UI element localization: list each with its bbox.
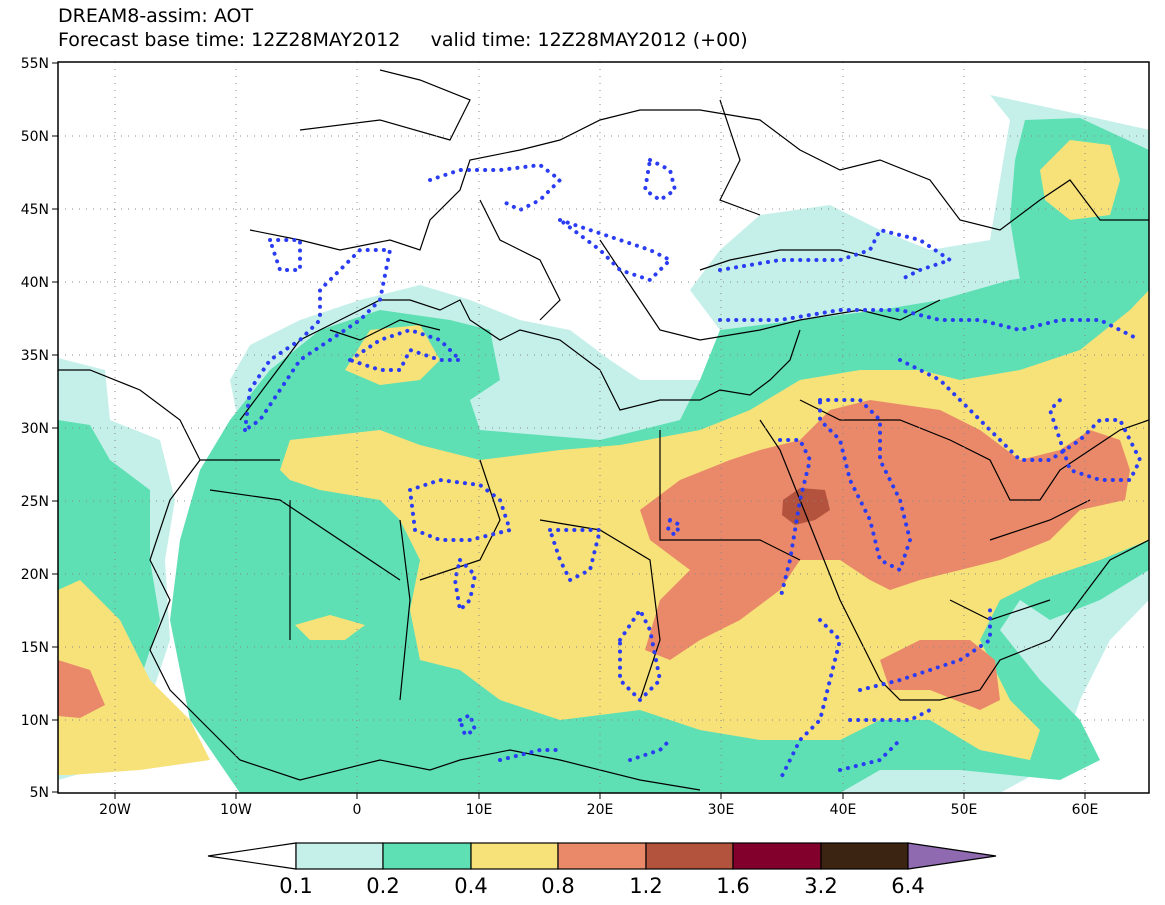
aot-band-0.8	[58, 660, 105, 718]
latitude-labels: 55N 50N 45N 40N 35N 30N 25N 20N 15N 10N …	[21, 56, 49, 801]
chart-title: DREAM8-assim: AOT	[58, 5, 254, 27]
lon-label: 20E	[587, 802, 614, 818]
longitude-labels: 20W 10W 0 10E 20E 30E 40E 50E 60E	[99, 802, 1098, 818]
colorbar-lower-arrow	[207, 842, 297, 870]
lon-label: 30E	[708, 802, 735, 818]
colorbar-bin	[820, 842, 909, 870]
colorbar-label: 0.4	[454, 874, 487, 898]
lat-label: 25N	[21, 494, 49, 510]
colorbar-label: 0.2	[366, 874, 399, 898]
lat-label: 50N	[21, 129, 49, 145]
aot-band-0.8	[640, 400, 1130, 660]
colorbar-label: 0.8	[541, 874, 574, 898]
lon-label: 10W	[220, 802, 252, 818]
lon-label: 60E	[1072, 802, 1099, 818]
lat-label: 45N	[21, 202, 49, 218]
lat-label: 55N	[21, 56, 49, 72]
colorbar-upper-arrow	[907, 842, 997, 870]
colorbar-bin	[382, 842, 472, 870]
forecast-time-info: Forecast base time: 12Z28MAY2012 valid t…	[58, 29, 748, 51]
axis-ticks	[52, 62, 1086, 799]
lon-label: 50E	[951, 802, 978, 818]
lon-label: 20W	[99, 802, 131, 818]
lat-label: 35N	[21, 348, 49, 364]
aot-band-0.4	[345, 325, 440, 385]
aot-band-0.4	[295, 615, 365, 640]
dotted-contours	[242, 157, 1143, 782]
lon-label: 40E	[830, 802, 857, 818]
lat-label: 15N	[21, 640, 49, 656]
colorbar-bin	[645, 842, 734, 870]
colorbar-labels: 0.1 0.2 0.4 0.8 1.2 1.6 3.2 6.4	[279, 874, 924, 898]
colorbar-bin	[295, 842, 384, 870]
lat-label: 30N	[21, 421, 49, 437]
colorbar-label: 1.6	[716, 874, 749, 898]
lon-label: 10E	[466, 802, 493, 818]
colorbar-label: 0.1	[279, 874, 312, 898]
colorbar	[207, 842, 997, 870]
colorbar-label: 1.2	[629, 874, 662, 898]
lat-label: 10N	[21, 713, 49, 729]
colorbar-bin	[557, 842, 647, 870]
aot-band-0.4	[58, 580, 210, 775]
colorbar-label: 3.2	[804, 874, 837, 898]
colorbar-bin	[470, 842, 559, 870]
grid-lines	[58, 62, 1149, 793]
lat-label: 5N	[30, 785, 49, 801]
colorbar-label: 6.4	[891, 874, 924, 898]
lat-label: 40N	[21, 275, 49, 291]
aot-band-0.4	[1040, 140, 1120, 220]
lat-label: 20N	[21, 567, 49, 583]
lon-label: 0	[353, 802, 362, 818]
aot-band-1.2	[782, 488, 830, 525]
coastlines	[58, 69, 1149, 791]
colorbar-bin	[732, 842, 822, 870]
